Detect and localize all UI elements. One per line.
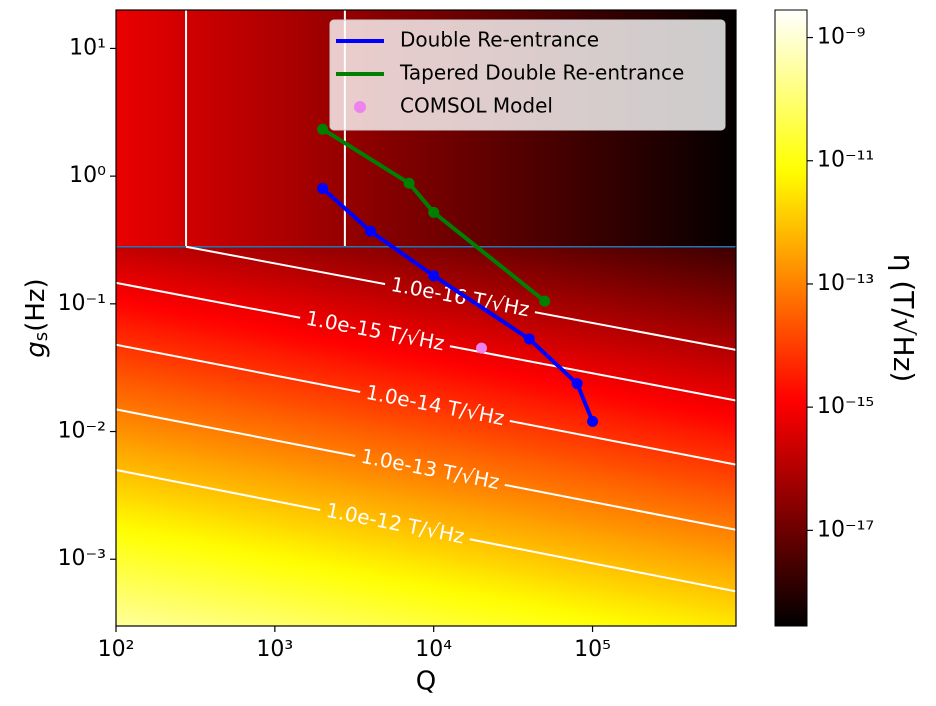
- colorbar-tick-label: 10⁻¹³: [817, 271, 874, 296]
- data-point: [523, 333, 535, 345]
- x-tick-label: 10⁵: [574, 637, 611, 662]
- data-point: [403, 177, 415, 189]
- x-tick-label: 10²: [98, 637, 135, 662]
- colorbar-label: η (T/√Hz): [887, 254, 920, 383]
- y-tick-label: 10⁻³: [58, 546, 106, 571]
- contour-line: [116, 408, 736, 531]
- data-point: [571, 378, 583, 390]
- y-tick-label: 10⁻¹: [58, 291, 106, 316]
- colorbar-tick-label: 10⁻¹⁷: [817, 517, 874, 542]
- series-line: [321, 187, 595, 423]
- x-axis-label: Q: [416, 667, 436, 697]
- data-point: [539, 295, 551, 307]
- x-tick-label: 10³: [256, 637, 293, 662]
- series-line: [321, 127, 546, 303]
- data-point: [317, 183, 329, 195]
- legend-box: [329, 19, 726, 131]
- colorbar-tick-label: 10⁻⁹: [817, 25, 865, 50]
- data-point: [476, 342, 488, 354]
- data-point: [428, 270, 440, 282]
- data-point: [317, 123, 329, 135]
- data-point: [428, 206, 440, 218]
- data-point: [587, 415, 599, 427]
- contour-line: [116, 343, 736, 466]
- contour-line: [185, 245, 736, 351]
- contour-line: [116, 281, 736, 402]
- colorbar: [774, 9, 808, 627]
- legend-label: Double Re-entrance: [400, 28, 599, 52]
- legend-label: COMSOL Model: [400, 94, 553, 118]
- data-point: [364, 225, 376, 237]
- y-tick-label: 10¹: [69, 35, 106, 60]
- y-tick-label: 10⁰: [69, 163, 106, 188]
- x-tick-label: 10⁴: [415, 637, 452, 662]
- colorbar-tick-label: 10⁻¹⁵: [817, 394, 874, 419]
- legend-label: Tapered Double Re-entrance: [399, 61, 684, 85]
- legend-swatch: [354, 101, 366, 113]
- contour-line: [116, 468, 736, 593]
- y-axis-label: gs(Hz): [21, 278, 53, 357]
- colorbar-tick-label: 10⁻¹¹: [817, 148, 874, 173]
- y-tick-label: 10⁻²: [58, 419, 106, 444]
- axes-frame: [115, 9, 737, 627]
